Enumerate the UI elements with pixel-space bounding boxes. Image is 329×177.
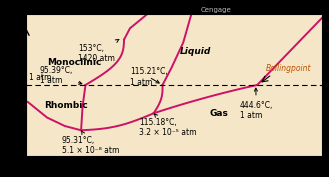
Text: 115.21°C,
1 atm: 115.21°C, 1 atm <box>130 67 168 87</box>
Text: Gas: Gas <box>210 109 229 118</box>
Text: Temperature  →: Temperature → <box>132 163 197 172</box>
Text: 153°C,
1420 atm: 153°C, 1420 atm <box>78 39 119 63</box>
Text: Pressure: Pressure <box>3 67 12 103</box>
Text: Monoclinic: Monoclinic <box>47 58 101 67</box>
Text: Boilingpoint: Boilingpoint <box>266 64 312 73</box>
Text: Cengage: Cengage <box>201 7 231 13</box>
Text: Rhombic: Rhombic <box>44 101 88 110</box>
Text: 95.31°C,
5.1 × 10⁻⁸ atm: 95.31°C, 5.1 × 10⁻⁸ atm <box>62 131 119 155</box>
Text: 444.6°C,
1 atm: 444.6°C, 1 atm <box>240 88 273 120</box>
Text: 115.18°C,
3.2 × 10⁻⁵ atm: 115.18°C, 3.2 × 10⁻⁵ atm <box>139 114 196 137</box>
Text: 95.39°C,
1 atm: 95.39°C, 1 atm <box>39 66 82 85</box>
Text: Liquid: Liquid <box>180 47 212 56</box>
Text: 1 atm: 1 atm <box>29 73 52 82</box>
